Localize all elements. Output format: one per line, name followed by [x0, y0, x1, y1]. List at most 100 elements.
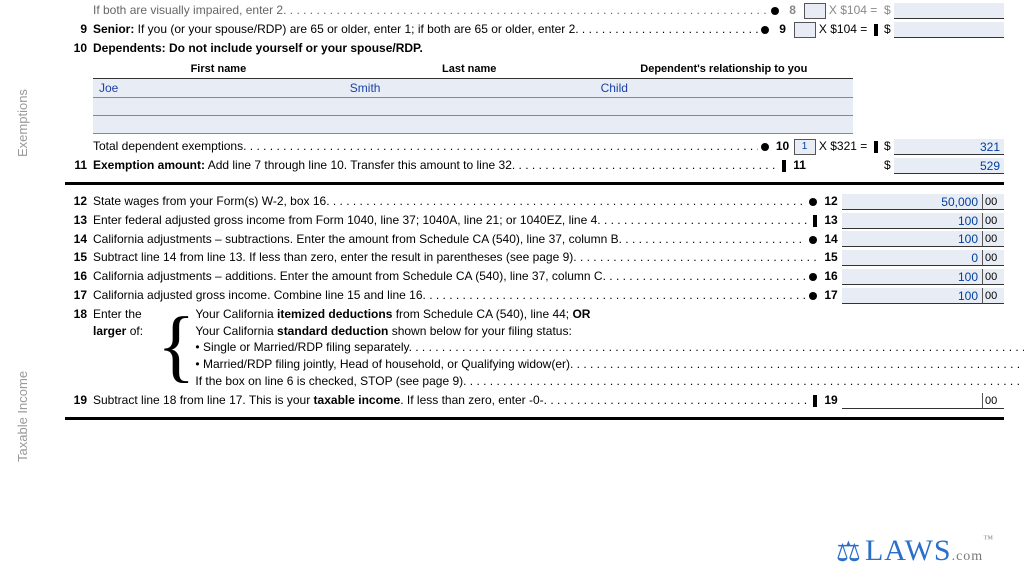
line-11: 11 Exemption amount: Add line 7 through …	[65, 157, 1004, 174]
line18-lead-a: Enter the	[93, 307, 142, 321]
line-16: 16 California adjustments – additions. E…	[65, 268, 1004, 285]
line8-count-box[interactable]	[804, 3, 826, 19]
left-brace-icon: {	[157, 306, 195, 390]
line19-cents[interactable]: 00	[982, 393, 1004, 409]
logo-text: LAWS	[865, 534, 952, 567]
line9-label-b: If you (or your spouse/RDP) are 65 or ol…	[134, 22, 575, 36]
line-15: 15 Subtract line 14 from line 13. If les…	[65, 249, 1004, 266]
watermark-logo: ⚖ LAWS.com™	[836, 534, 994, 568]
dep-total-amount[interactable]: 321	[894, 139, 1004, 155]
line19-num: 19	[65, 392, 93, 409]
dep-cell[interactable]: Joe	[93, 79, 344, 98]
dep-cell[interactable]	[344, 116, 595, 134]
line9-count-box[interactable]	[794, 22, 816, 38]
dep-header-first: First name	[93, 60, 344, 79]
section-divider-bottom	[65, 417, 1004, 420]
line15-cents[interactable]: 00	[982, 250, 1004, 266]
line11-boxnum: 11	[789, 157, 811, 174]
line-14: 14 California adjustments – subtractions…	[65, 231, 1004, 248]
line16-num: 16	[65, 268, 93, 285]
line15-label: Subtract line 14 from line 13. If less t…	[93, 250, 573, 264]
line9-cur: $	[884, 22, 891, 36]
line14-boxnum: 14	[820, 231, 842, 248]
scale-icon: ⚖	[836, 535, 861, 568]
line18-lead-b: larger	[93, 324, 126, 338]
dep-cell[interactable]	[595, 98, 853, 116]
line9-boxnum: 9	[772, 21, 794, 38]
section-divider	[65, 182, 1004, 185]
line9-mult: X $104 =	[819, 22, 867, 36]
line15-amount[interactable]: 0	[842, 250, 982, 266]
line13-num: 13	[65, 212, 93, 229]
line8-amount[interactable]	[894, 3, 1004, 19]
section-exemptions-label: Exemptions	[15, 89, 30, 157]
section-taxable-label: Taxable Income	[15, 371, 30, 462]
line15-boxnum: 15	[820, 249, 842, 266]
line12-amount[interactable]: 50,000	[842, 194, 982, 210]
line11-num: 11	[65, 157, 93, 174]
line16-cents[interactable]: 00	[982, 269, 1004, 285]
dep-total-mult: X $321 =	[819, 139, 867, 153]
line18-opt3: If the box on line 6 is checked, STOP (s…	[195, 374, 463, 388]
line18-bullet1: • Single or Married/RDP filing separatel…	[195, 340, 408, 354]
dep-cell[interactable]	[344, 98, 595, 116]
line16-boxnum: 16	[820, 268, 842, 285]
line10-num: 10	[65, 40, 93, 57]
dep-cell[interactable]	[93, 98, 344, 116]
line19-label-a: Subtract line 18 from line 17. This is y…	[93, 393, 314, 407]
line13-amount[interactable]: 100	[842, 213, 982, 229]
line10-label: Dependents: Do not include yourself or y…	[93, 40, 1004, 57]
line-8-fragment: If both are visually impaired, enter 2 8…	[65, 2, 1004, 19]
line18-opt2b: standard deduction	[277, 324, 388, 338]
dep-cell[interactable]: Child	[595, 79, 853, 98]
line-18: 18 Enter the larger of: { Your Californi…	[65, 306, 1004, 390]
line-17: 17 California adjusted gross income. Com…	[65, 287, 1004, 304]
line14-cents[interactable]: 00	[982, 231, 1004, 247]
line8-mult: X $104 =	[829, 3, 877, 17]
line13-cents[interactable]: 00	[982, 213, 1004, 229]
dep-total-count[interactable]: 1	[794, 139, 816, 155]
dep-header-rel: Dependent's relationship to you	[595, 60, 853, 79]
dependents-table: First name Last name Dependent's relatio…	[93, 60, 853, 134]
line12-boxnum: 12	[820, 193, 842, 210]
line12-num: 12	[65, 193, 93, 210]
dep-cell[interactable]: Smith	[344, 79, 595, 98]
line11-cur: $	[884, 158, 891, 172]
line16-label: California adjustments – additions. Ente…	[93, 269, 603, 283]
dep-total-cur: $	[884, 139, 891, 153]
line9-amount[interactable]	[894, 22, 1004, 38]
line17-amount[interactable]: 100	[842, 288, 982, 304]
line-10: 10 Dependents: Do not include yourself o…	[65, 40, 1004, 57]
line12-cents[interactable]: 00	[982, 194, 1004, 210]
line17-cents[interactable]: 00	[982, 288, 1004, 304]
line19-amount[interactable]	[842, 393, 982, 409]
line19-boxnum: 19	[820, 392, 842, 409]
line19-label-c: . If less than zero, enter -0-	[400, 393, 543, 407]
dep-cell[interactable]	[595, 116, 853, 134]
line17-label: California adjusted gross income. Combin…	[93, 288, 423, 302]
line-12: 12 State wages from your Form(s) W-2, bo…	[65, 193, 1004, 210]
line8-text: If both are visually impaired, enter 2	[93, 3, 283, 17]
line17-num: 17	[65, 287, 93, 304]
line18-lead-c: of:	[126, 324, 143, 338]
line14-amount[interactable]: 100	[842, 231, 982, 247]
line18-opt1c: from Schedule CA (540), line 44;	[392, 307, 572, 321]
line14-label: California adjustments – subtractions. E…	[93, 232, 619, 246]
line15-num: 15	[65, 249, 93, 266]
dep-row	[93, 116, 853, 134]
dep-cell[interactable]	[93, 116, 344, 134]
line12-label: State wages from your Form(s) W-2, box 1…	[93, 194, 326, 208]
line-19: 19 Subtract line 18 from line 17. This i…	[65, 392, 1004, 409]
line9-label-a: Senior:	[93, 22, 134, 36]
line11-amount[interactable]: 529	[894, 158, 1004, 174]
line16-amount[interactable]: 100	[842, 269, 982, 285]
line18-opt1b: itemized deductions	[277, 307, 392, 321]
line18-bullet2: • Married/RDP filing jointly, Head of ho…	[195, 357, 570, 371]
dep-row	[93, 98, 853, 116]
line11-label-a: Exemption amount:	[93, 158, 205, 172]
line14-num: 14	[65, 231, 93, 248]
line18-opt2a: Your California	[195, 324, 277, 338]
line18-opt1d: OR	[572, 307, 590, 321]
line18-opt2c: shown below for your filing status:	[388, 324, 571, 338]
dep-total-row: Total dependent exemptions 101 X $321 = …	[65, 138, 1004, 155]
